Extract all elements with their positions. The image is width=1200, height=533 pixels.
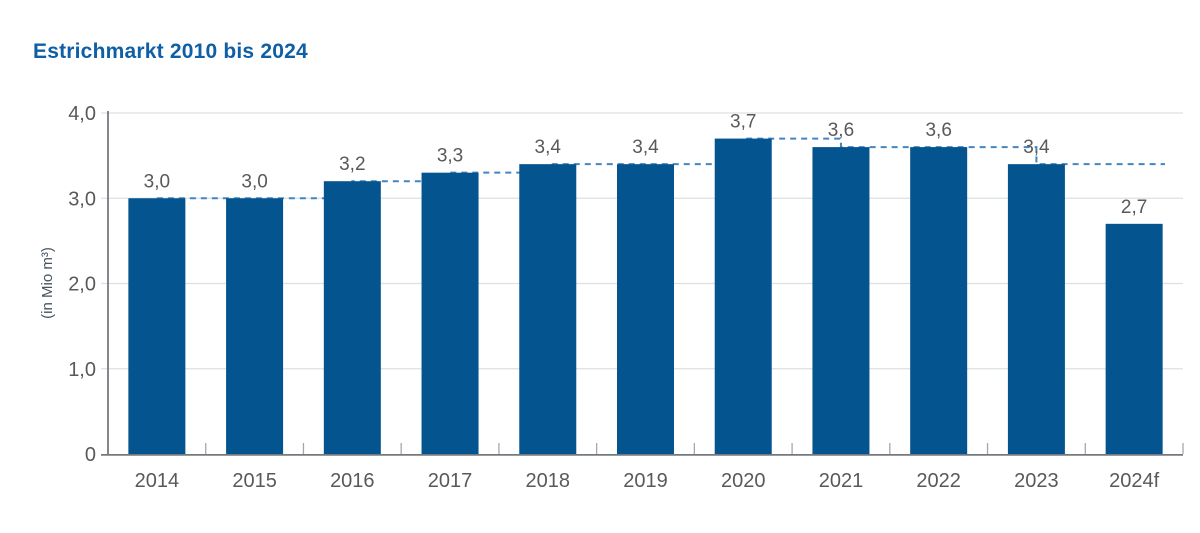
y-tick-label: 4,0 [68,103,96,125]
y-tick-label: 1,0 [68,359,96,381]
y-tick-label: 2,0 [68,274,96,296]
x-tick-label: 2020 [721,470,766,492]
x-tick-label: 2018 [526,470,571,492]
y-axis-title: (in Mio m³) [39,247,56,319]
bar [617,164,674,454]
bar-value-label: 3,7 [730,112,756,133]
bar [128,198,186,454]
x-tick-label: 2019 [623,470,668,492]
chart-title: Estrichmarkt 2010 bis 2024 [33,40,308,63]
bar [519,164,577,454]
bar-value-label: 3,4 [535,137,562,158]
y-tick-label: 0 [85,444,96,466]
x-tick-label: 2017 [428,470,473,492]
y-tick-label: 3,0 [68,188,96,210]
x-tick-label: 2023 [1014,470,1059,492]
bar-value-label: 3,6 [828,120,854,141]
bar [421,172,479,455]
bar-value-label: 3,0 [241,171,267,192]
bar-value-label: 3,6 [925,120,951,141]
bar [1007,164,1065,454]
x-tick-label: 2021 [819,470,864,492]
bar [812,147,870,454]
bar [910,147,968,454]
bar-value-label: 3,0 [144,171,170,192]
bar [714,138,772,454]
bar-value-label: 3,4 [1023,137,1050,158]
bar-value-label: 3,2 [339,154,365,175]
x-tick-label: 2014 [135,470,180,492]
x-tick-label: 2022 [916,470,961,492]
bar-value-label: 2,7 [1121,197,1147,218]
bar-value-label: 3,4 [632,137,659,158]
bar [1105,223,1163,454]
x-tick-label: 2015 [232,470,277,492]
bar [323,181,381,454]
x-tick-label: 2024f [1109,470,1159,492]
bar-value-label: 3,3 [437,146,463,167]
x-tick-label: 2016 [330,470,375,492]
bar [226,198,284,454]
